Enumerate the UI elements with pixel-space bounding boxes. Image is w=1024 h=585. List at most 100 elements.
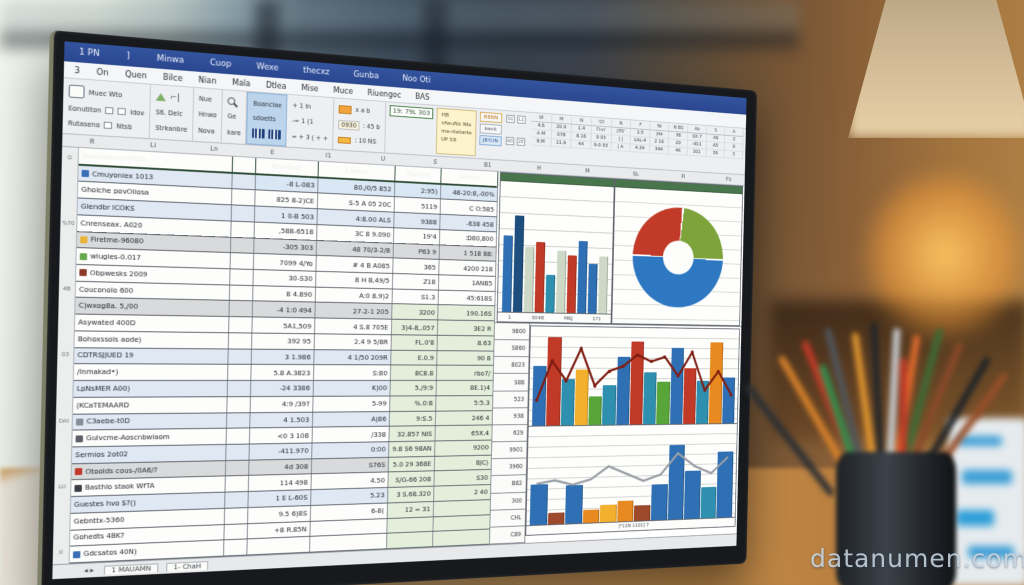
row-label-cell[interactable]: LpNsMER A00)	[73, 380, 228, 397]
row-header-cell[interactable]: LU	[58, 484, 67, 491]
column-header-cell[interactable]: I1	[325, 151, 332, 160]
value-cell[interactable]: 7099 4/Yo	[253, 254, 317, 271]
value-cell[interactable]: 3C 8 9.090	[317, 224, 395, 243]
ribbon-button[interactable]: Strkanbre	[155, 123, 188, 134]
style-box[interactable]: 0930	[338, 119, 360, 131]
value-cell[interactable]: rbo7/	[436, 365, 494, 381]
value-cell[interactable]: P63 9	[393, 243, 440, 260]
value-cell[interactable]: 45:618S	[438, 290, 496, 306]
value-cell[interactable]: 9200	[435, 440, 493, 456]
magnifier-icon[interactable]	[227, 97, 236, 106]
value-column-cell[interactable]: 523	[492, 391, 528, 409]
value-cell[interactable]: 8E.1)4	[436, 380, 494, 396]
spacer-cell[interactable]	[232, 173, 256, 190]
donut-chart-panel[interactable]	[611, 178, 744, 327]
value-cell[interactable]: 4 1.503	[250, 412, 314, 428]
menu-item[interactable]: BAS	[415, 91, 430, 102]
row-label-cell[interactable]: C)wxog8a. 5,/00	[75, 298, 230, 317]
value-cell[interactable]: C O:585	[440, 199, 498, 217]
row-header-cell[interactable]: 03	[61, 352, 70, 359]
value-cell[interactable]: 5A1,509	[252, 317, 316, 334]
value-cell[interactable]: 0:00	[312, 442, 390, 459]
name-box[interactable]: 19: 79L 303	[389, 105, 434, 120]
row-label-cell[interactable]: /lnmakad•)	[73, 364, 229, 381]
column-header-cell[interactable]: Ip.	[632, 170, 640, 178]
spacer-cell[interactable]	[224, 523, 249, 540]
value-cell[interactable]: 4 1/50 209R	[314, 349, 392, 365]
value-column-cell[interactable]: C89	[489, 526, 525, 545]
value-column-cell[interactable]: 3960	[491, 458, 527, 477]
row-label-cell[interactable]: CDTRSJJUED 19	[74, 347, 229, 365]
value-cell[interactable]: 5119	[394, 197, 441, 214]
value-cell[interactable]: 1 518 88:	[439, 245, 497, 262]
row-header-cell[interactable]: O	[67, 155, 73, 162]
mini-grid-cell[interactable]: 101	[687, 148, 707, 157]
value-cell[interactable]: 5.23	[311, 487, 389, 505]
value-cell[interactable]: 9.5 6)8S	[248, 505, 312, 523]
ribbon-button[interactable]: kare	[226, 128, 241, 137]
spacer-cell[interactable]	[227, 396, 251, 412]
mini-grid-cell[interactable]: 9-0 93	[591, 141, 612, 151]
value-column-cell[interactable]: 629	[492, 424, 528, 443]
ribbon-button[interactable]: Rutaseno	[67, 118, 100, 129]
mini-grid-cell[interactable]: 4K	[668, 146, 688, 156]
value-cell[interactable]: <0 3 108	[249, 427, 313, 444]
value-cell[interactable]: 1ANB5	[438, 275, 496, 291]
column-header-cell[interactable]: U	[380, 155, 386, 163]
menu-item[interactable]: Mala	[232, 77, 251, 88]
column-header-cell[interactable]: Ln	[210, 144, 218, 153]
value-cell[interactable]: 5-99	[313, 396, 391, 412]
column-header-cell[interactable]: Fi	[681, 173, 686, 181]
ribbon-small-button[interactable]: kenk	[479, 123, 502, 135]
mini-grid-cell[interactable]: 8.M	[530, 137, 552, 147]
spacer-cell[interactable]	[225, 476, 250, 492]
spacer-cell[interactable]	[225, 460, 250, 476]
spacer-cell[interactable]	[224, 507, 249, 524]
column-header-cell[interactable]: B1	[483, 161, 492, 169]
menu-item[interactable]: Dtlea	[265, 80, 287, 91]
value-cell[interactable]: 2.4 9 5/8R	[314, 334, 392, 350]
value-cell[interactable]: 90 8	[437, 350, 495, 366]
value-cell[interactable]: 30-S30	[253, 269, 317, 287]
value-cell[interactable]: Z18	[392, 273, 440, 290]
spacer-cell[interactable]	[229, 317, 253, 333]
spacer-cell[interactable]	[228, 349, 252, 365]
tab-nav-arrows[interactable]: ◂ ▸	[84, 566, 94, 575]
column-header-cell[interactable]: Li	[150, 141, 157, 150]
option-icon[interactable]	[105, 107, 114, 115]
column-header-cell[interactable]: H	[536, 164, 542, 172]
column-header-cell[interactable]: M	[585, 167, 590, 175]
value-cell[interactable]: -305 303	[254, 238, 318, 256]
value-cell[interactable]: 190.16S	[438, 305, 496, 321]
row-header-cell[interactable]: %70	[61, 220, 75, 228]
mini-grid-cell[interactable]: 4.34	[630, 144, 650, 154]
value-cell[interactable]: 4d 308	[249, 458, 313, 476]
sheet-tab[interactable]: 1 MAUAMN	[104, 562, 159, 575]
menu-item[interactable]: On	[96, 67, 109, 78]
ribbon-button[interactable]: S6. Delc	[155, 108, 183, 118]
value-cell[interactable]: 825 8-2)CE	[255, 190, 319, 209]
checkbox-icon[interactable]: S1	[506, 114, 515, 124]
mini-grid-cell[interactable]: 344	[649, 145, 669, 155]
value-column-cell[interactable]: CHL	[490, 509, 526, 528]
value-cell[interactable]: A)86	[312, 411, 391, 427]
value-cell[interactable]: 9:S.5	[389, 411, 437, 426]
value-cell[interactable]: 9.8 S6 98AN	[389, 441, 436, 457]
value-cell[interactable]: E.0.9	[391, 350, 438, 365]
value-cell[interactable]: 1 E L-60S	[248, 490, 312, 507]
value-cell[interactable]	[386, 531, 434, 549]
value-cell[interactable]: # 4 B A085	[316, 256, 394, 274]
value-cell[interactable]: -411.970	[249, 443, 313, 460]
value-cell[interactable]: 4.50	[311, 472, 389, 490]
value-cell[interactable]	[433, 499, 491, 516]
value-cell[interactable]: 2 40	[434, 485, 492, 501]
value-cell[interactable]: -4 1:0 494	[252, 301, 316, 318]
menu-item[interactable]: Riuengoc	[367, 88, 402, 100]
value-cell[interactable]: 5.8 A.3823	[251, 365, 315, 381]
value-column-cell[interactable]: 8023	[493, 357, 529, 375]
value-cell[interactable]: 12 = 31	[387, 501, 435, 518]
value-cell[interactable]: 8C8.8	[390, 365, 438, 381]
spacer-cell[interactable]	[225, 492, 249, 508]
row-header-cell[interactable]: U	[58, 549, 64, 556]
spacer-cell[interactable]	[226, 412, 251, 428]
